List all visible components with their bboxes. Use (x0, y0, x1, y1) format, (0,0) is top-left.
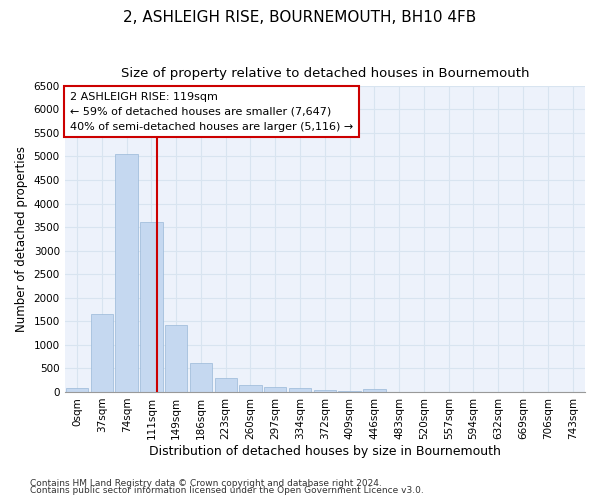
Text: Contains HM Land Registry data © Crown copyright and database right 2024.: Contains HM Land Registry data © Crown c… (30, 478, 382, 488)
Bar (314, 390, 336, 392)
Bar (289, 388, 311, 392)
Text: Contains public sector information licensed under the Open Government Licence v3: Contains public sector information licen… (30, 486, 424, 495)
Bar (115, 154, 138, 392)
Bar (215, 378, 237, 392)
Bar (140, 222, 163, 392)
Text: 2 ASHLEIGH RISE: 119sqm
← 59% of detached houses are smaller (7,647)
40% of semi: 2 ASHLEIGH RISE: 119sqm ← 59% of detache… (70, 92, 353, 132)
Y-axis label: Number of detached properties: Number of detached properties (15, 146, 28, 332)
X-axis label: Distribution of detached houses by size in Bournemouth: Distribution of detached houses by size … (149, 444, 501, 458)
Bar (264, 387, 286, 392)
Bar (66, 388, 88, 392)
Bar (239, 384, 262, 392)
Title: Size of property relative to detached houses in Bournemouth: Size of property relative to detached ho… (121, 68, 529, 80)
Bar (190, 363, 212, 392)
Bar (165, 325, 187, 392)
Bar (338, 390, 361, 392)
Bar (363, 388, 386, 392)
Text: 2, ASHLEIGH RISE, BOURNEMOUTH, BH10 4FB: 2, ASHLEIGH RISE, BOURNEMOUTH, BH10 4FB (124, 10, 476, 25)
Bar (91, 314, 113, 392)
